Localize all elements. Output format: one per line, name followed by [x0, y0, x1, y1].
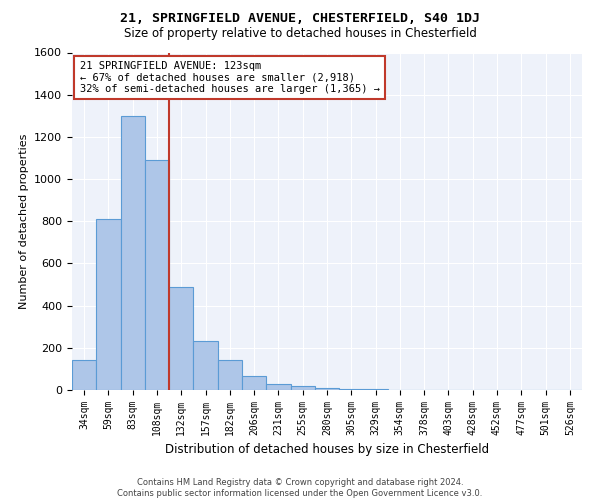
- Bar: [339, 389, 364, 390]
- Bar: [169, 286, 193, 390]
- X-axis label: Distribution of detached houses by size in Chesterfield: Distribution of detached houses by size …: [165, 444, 489, 456]
- Bar: [218, 360, 242, 390]
- Bar: [290, 386, 315, 390]
- Text: Size of property relative to detached houses in Chesterfield: Size of property relative to detached ho…: [124, 28, 476, 40]
- Text: 21, SPRINGFIELD AVENUE, CHESTERFIELD, S40 1DJ: 21, SPRINGFIELD AVENUE, CHESTERFIELD, S4…: [120, 12, 480, 26]
- Bar: [96, 219, 121, 390]
- Text: Contains HM Land Registry data © Crown copyright and database right 2024.
Contai: Contains HM Land Registry data © Crown c…: [118, 478, 482, 498]
- Bar: [266, 384, 290, 390]
- Bar: [242, 376, 266, 390]
- Bar: [72, 360, 96, 390]
- Text: 21 SPRINGFIELD AVENUE: 123sqm
← 67% of detached houses are smaller (2,918)
32% o: 21 SPRINGFIELD AVENUE: 123sqm ← 67% of d…: [80, 61, 380, 94]
- Bar: [193, 342, 218, 390]
- Bar: [121, 116, 145, 390]
- Bar: [315, 388, 339, 390]
- Y-axis label: Number of detached properties: Number of detached properties: [19, 134, 29, 309]
- Bar: [145, 160, 169, 390]
